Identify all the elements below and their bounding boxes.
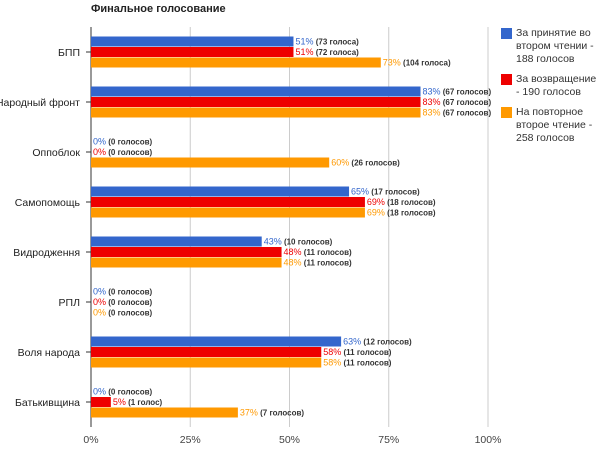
data-label: 0% (0 голосов) [93, 308, 153, 318]
bar [91, 207, 365, 218]
data-label: 51% (72 голоса) [295, 47, 359, 57]
data-label: 65% (17 голосов) [351, 187, 420, 197]
category-label: Видродження [13, 247, 80, 259]
data-label: 0% (0 голосов) [93, 387, 153, 397]
legend-swatch-series-2 [501, 74, 512, 85]
bar [91, 107, 421, 118]
data-label: 83% (67 голосов) [423, 87, 492, 97]
category-label: РПЛ [59, 297, 81, 309]
bar [91, 336, 342, 347]
data-label: 48% (11 голосов) [284, 258, 353, 268]
x-tick-label: 100% [475, 434, 502, 446]
category-label: Воля народа [18, 347, 81, 359]
category-label: Самопомощь [15, 197, 81, 209]
bar [91, 186, 350, 197]
bar [91, 357, 322, 368]
data-label: 51% (73 голоса) [295, 37, 359, 47]
x-tick-label: 25% [180, 434, 201, 446]
category-label: Батькивщина [15, 397, 80, 409]
category-label: Оппоблок [32, 147, 80, 159]
data-label: 0% (0 голосов) [93, 147, 153, 157]
data-label: 60% (26 голосов) [331, 158, 400, 168]
legend-item-series-3: На повторное второе чтение - 258 голосов [501, 106, 600, 145]
data-label: 83% (67 голосов) [423, 108, 492, 118]
bar [91, 86, 421, 97]
data-label: 0% (0 голосов) [93, 137, 153, 147]
legend-item-series-1: За принятие во втором чтении - 188 голос… [501, 27, 600, 66]
data-label: 73% (104 голоса) [383, 58, 451, 68]
category-label: БПП [58, 47, 80, 59]
legend-label-series-3: На повторное второе чтение - 258 голосов [516, 106, 593, 144]
data-label: 0% (0 голосов) [93, 287, 153, 297]
bar [91, 347, 322, 357]
category-label: Народный фронт [0, 97, 80, 109]
bar [91, 236, 262, 247]
legend-item-series-2: За возвращение - 190 голосов [501, 73, 600, 99]
data-label: 58% (11 голосов) [323, 347, 392, 357]
legend-swatch-series-3 [501, 107, 512, 118]
bar [91, 247, 282, 257]
data-label: 0% (0 голосов) [93, 297, 153, 307]
x-tick-label: 50% [279, 434, 300, 446]
legend-label-series-2: За возвращение - 190 голосов [516, 73, 597, 98]
chart-title: Финальное голосование [91, 3, 226, 15]
data-label: 5% (1 голос) [113, 397, 163, 407]
data-label: 58% (11 голосов) [323, 358, 392, 368]
data-label: 37% (7 голосов) [240, 408, 305, 418]
bar [91, 197, 365, 207]
x-tick-label: 0% [83, 434, 98, 446]
data-label: 63% (12 голосов) [343, 337, 412, 347]
bar [91, 407, 238, 418]
bar [91, 257, 282, 268]
bar [91, 47, 294, 57]
legend: За принятие во втором чтении - 188 голос… [501, 27, 600, 152]
bar [91, 57, 381, 68]
legend-swatch-series-1 [501, 28, 512, 39]
data-label: 48% (11 голосов) [284, 247, 353, 257]
legend-label-series-1: За принятие во втором чтении - 188 голос… [516, 27, 594, 65]
data-label: 83% (67 голосов) [423, 97, 492, 107]
x-tick-label: 75% [378, 434, 399, 446]
bar [91, 157, 330, 168]
data-label: 69% (18 голосов) [367, 208, 436, 218]
bar [91, 97, 421, 107]
data-label: 43% (10 голосов) [264, 237, 333, 247]
bar [91, 36, 294, 47]
data-label: 69% (18 голосов) [367, 197, 436, 207]
bar [91, 397, 111, 407]
